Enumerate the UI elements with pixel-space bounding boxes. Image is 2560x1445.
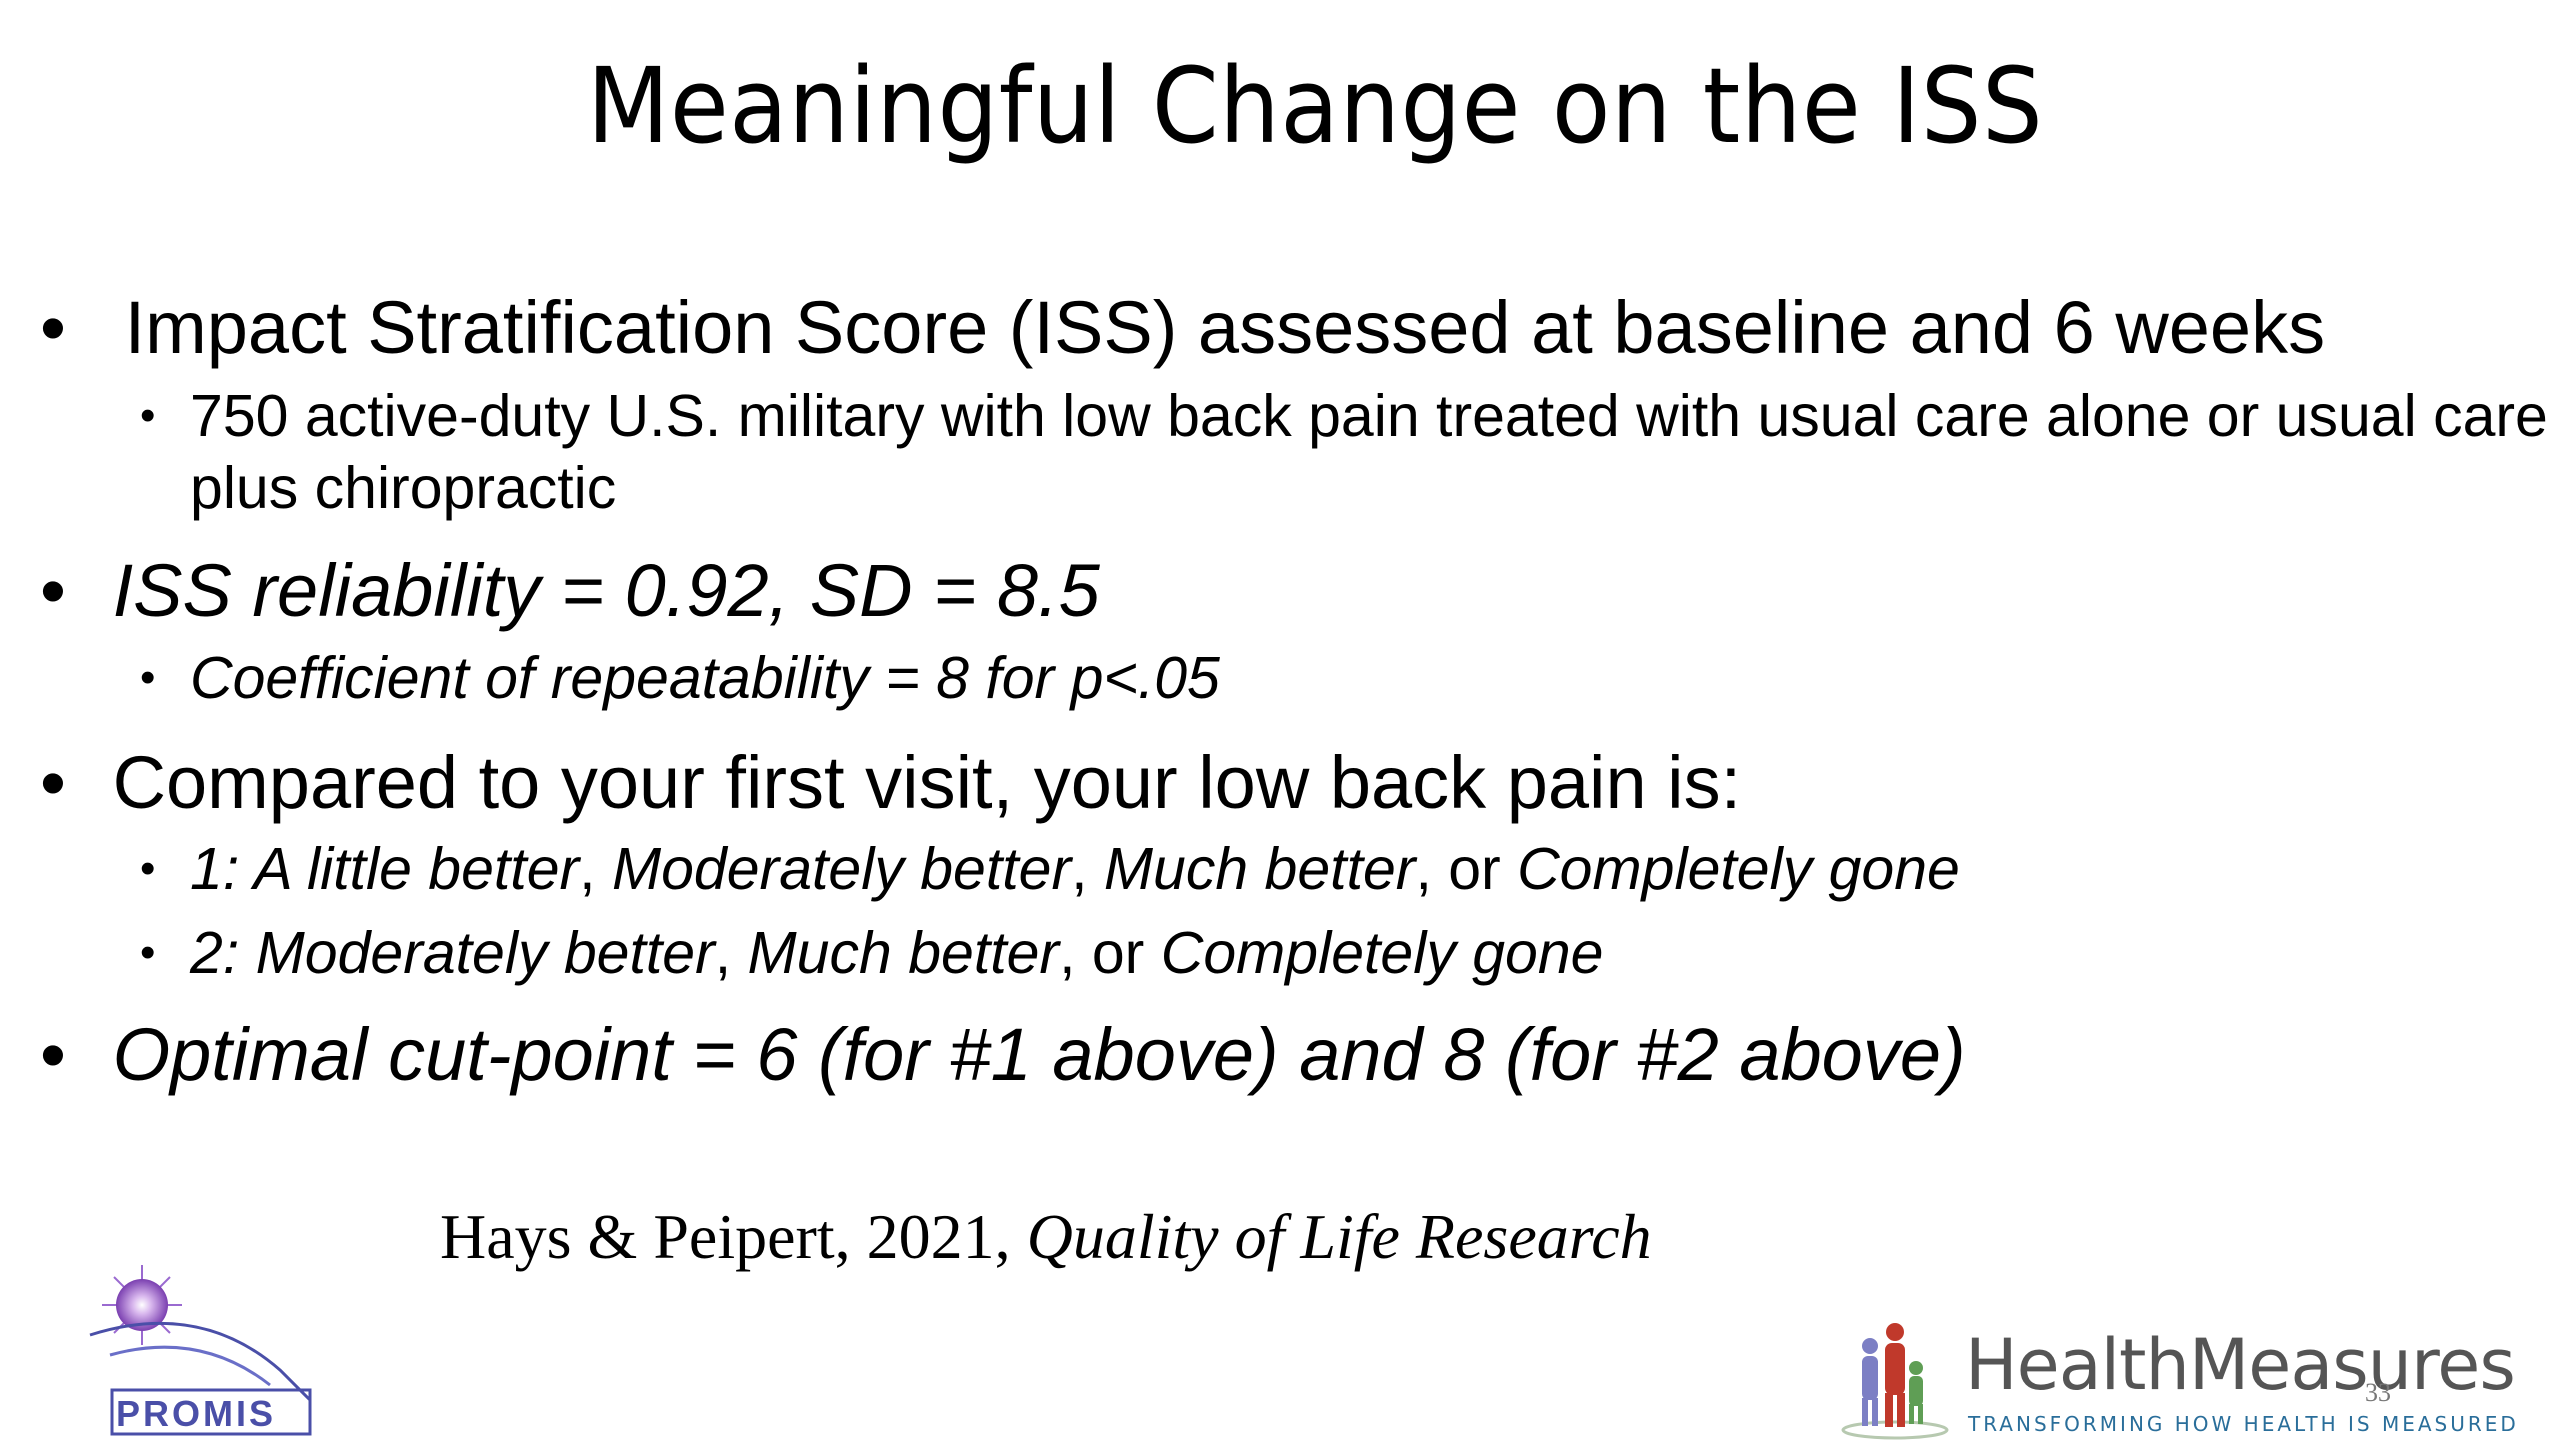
citation: Hays & Peipert, 2021, Quality of Life Re… — [440, 1200, 1652, 1274]
option-a: Moderately better — [255, 920, 715, 986]
people-figures-icon — [1841, 1323, 1949, 1440]
option-a: A little better — [253, 836, 580, 902]
bullet-3-sub-2: • 2: Moderately better, Much better, or C… — [140, 917, 1603, 989]
separator: , — [714, 920, 748, 986]
slide-title: Meaningful Change on the ISS — [586, 45, 2044, 167]
bullet-1-sub-1-text: 750 active-duty U.S. military with low b… — [190, 383, 2548, 521]
bullet-2: • ISS reliability = 0.92, SD = 8.5 — [40, 548, 1100, 633]
citation-authors: Hays & Peipert, 2021, — [440, 1201, 1027, 1272]
separator-or: , or — [1415, 836, 1518, 902]
bullet-2-sub-1-text: Coefficient of repeatability = 8 for p<.… — [190, 645, 1220, 711]
option-set-number: 2: — [190, 920, 256, 986]
bullet-glyph: • — [40, 741, 66, 824]
promis-starburst-icon — [89, 1265, 312, 1436]
bullet-1-text: Impact Stratification Score (ISS) assess… — [124, 286, 2326, 369]
bullet-glyph: • — [140, 391, 156, 440]
option-b: Much better — [747, 920, 1060, 986]
bullet-4-text: Optimal cut-point = 6 (for #1 above) and… — [112, 1013, 1966, 1096]
option-d: Completely gone — [1160, 920, 1604, 986]
bullet-2-sub-1: • Coefficient of repeatability = 8 for p<… — [140, 642, 1220, 714]
option-b: Moderately better — [611, 836, 1072, 902]
bullet-4: • Optimal cut-point = 6 (for #1 above) a… — [40, 1012, 1966, 1097]
bullet-glyph: • — [40, 549, 66, 632]
bullet-3-sub-1: • 1: A little better, Moderately better , … — [140, 833, 1960, 905]
healthmeasures-tagline: TRANSFORMING HOW HEALTH IS MEASURED — [1968, 1412, 2519, 1436]
option-c: Much better — [1103, 836, 1416, 902]
bullet-glyph: • — [140, 653, 156, 702]
separator-or: , or — [1059, 920, 1161, 986]
slide-number: 33 — [2365, 1378, 2391, 1407]
bullet-glyph: • — [40, 1013, 66, 1096]
bullet-3-text: Compared to your first visit, your low b… — [112, 741, 1742, 824]
healthmeasures-logo: HealthMeasures TRANSFORMING HOW HEALTH I… — [1840, 1320, 2520, 1440]
bullet-1-sub-1: • 750 active-duty U.S. military with low … — [140, 380, 2550, 524]
bullet-1: • Impact Stratification Score (ISS) asse… — [40, 285, 2325, 370]
promis-logo: PROMIS — [80, 1260, 320, 1440]
promis-label: PROMIS — [116, 1393, 277, 1434]
bullet-glyph: • — [140, 844, 156, 893]
bullet-glyph: • — [40, 286, 66, 369]
separator: , — [579, 836, 612, 902]
bullet-2-text: ISS reliability = 0.92, SD = 8.5 — [112, 549, 1100, 632]
bullet-glyph: • — [140, 928, 156, 977]
bullet-3: • Compared to your first visit, your low… — [40, 740, 1741, 825]
healthmeasures-name: HealthMeasures — [1965, 1324, 2516, 1406]
option-set-number: 1: — [190, 836, 254, 902]
citation-journal: Quality of Life Research — [1026, 1201, 1652, 1272]
option-d: Completely gone — [1517, 836, 1960, 902]
separator: , — [1071, 836, 1104, 902]
